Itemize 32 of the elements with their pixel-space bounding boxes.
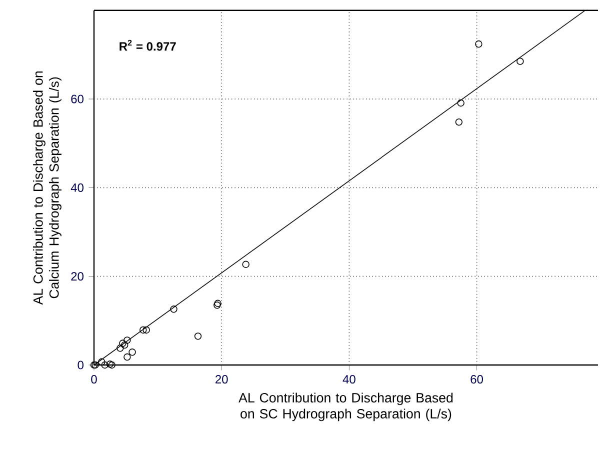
point: [140, 326, 147, 334]
point: [214, 300, 222, 307]
point: [516, 58, 524, 65]
point: [455, 118, 463, 126]
point: [242, 260, 250, 268]
point: [116, 344, 124, 352]
point: [101, 361, 108, 369]
point: [214, 302, 221, 309]
x-tick-label: 60: [470, 375, 483, 384]
point: [124, 353, 131, 361]
annotation: R$^{2}$ = 0.977: [120, 40, 176, 51]
point: [106, 360, 114, 368]
point: [98, 358, 106, 366]
y-tick-label: 40: [70, 183, 84, 192]
point: [119, 340, 126, 347]
y-tick-label: 20: [71, 272, 84, 281]
x-tick-label: 0: [91, 375, 97, 384]
x-tick-label: 20: [216, 375, 228, 384]
point: [121, 341, 128, 349]
point: [108, 361, 116, 369]
point: [475, 40, 482, 48]
point: [128, 348, 136, 356]
x-axis-title: AL Contribution to Discharge Based on SC Hydrograph Separation (L/s): [238, 392, 453, 422]
point: [142, 326, 150, 334]
point: [194, 332, 202, 340]
y-axis-title: AL Contribution to Discharge Based on Calcium Hydrograph Separation (L/s): [33, 71, 62, 305]
point: [457, 99, 464, 107]
point: [124, 336, 131, 344]
y-tick-label: 0: [78, 360, 84, 370]
y-tick-label: 60: [71, 94, 84, 104]
point: [170, 306, 178, 313]
x-tick-label: 40: [342, 375, 356, 384]
